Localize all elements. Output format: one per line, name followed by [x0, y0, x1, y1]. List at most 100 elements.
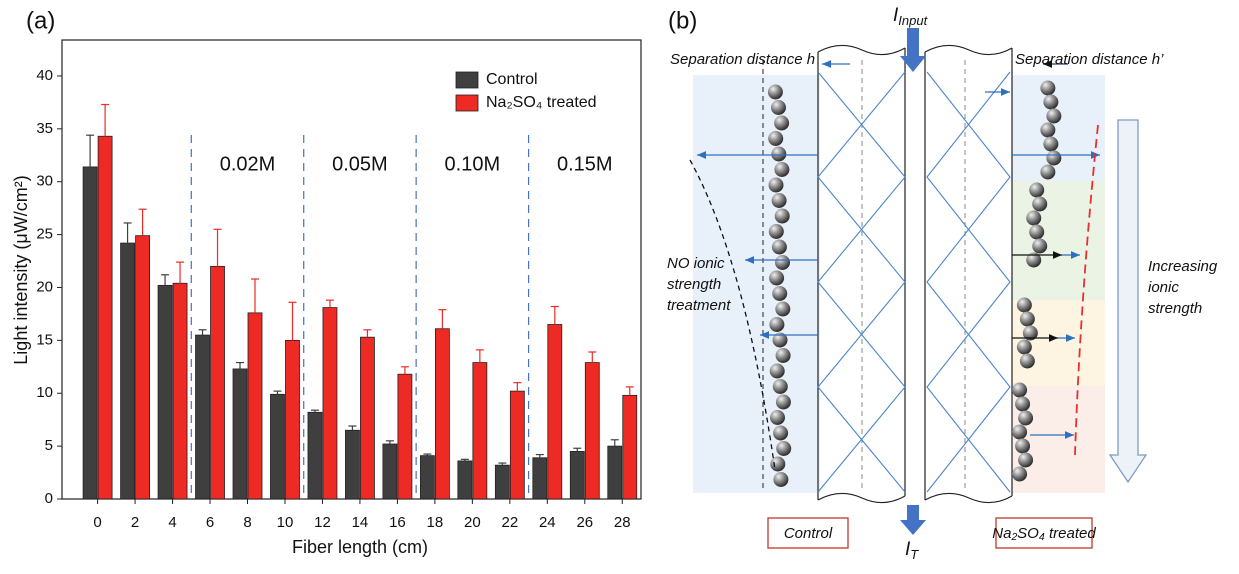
input-label: IInput [893, 5, 929, 28]
particle [1043, 94, 1059, 110]
x-tick-label: 0 [93, 514, 101, 531]
input-arrow [900, 28, 926, 72]
particle [1018, 410, 1034, 426]
particle [772, 286, 788, 301]
particle [775, 255, 790, 270]
chart-a: (a) Fiber length (cm) Light intensity (μ… [11, 7, 642, 557]
output-subscript: T [910, 547, 919, 562]
annotation: 0.05M [332, 153, 388, 175]
particle [1016, 339, 1032, 355]
particle [769, 317, 785, 332]
note-line: strength [667, 276, 721, 293]
particle [770, 410, 785, 425]
treated-label: Na₂SO₄ treated [992, 525, 1096, 542]
y-tick-label: 5 [45, 437, 53, 454]
particle [1046, 150, 1062, 166]
particle [1026, 252, 1042, 268]
light-rays [817, 71, 1011, 493]
y-tick-label: 0 [45, 490, 53, 507]
output-label: IT [905, 539, 919, 562]
arrows [689, 60, 1148, 484]
particle [1040, 164, 1056, 180]
error-bar [423, 453, 432, 456]
x-tick-label: 22 [501, 514, 518, 531]
error-bar [625, 386, 634, 396]
particle [775, 394, 791, 410]
x-tick-label: 26 [576, 514, 593, 531]
particle [1012, 424, 1028, 440]
error-bar [198, 329, 207, 336]
bar [195, 334, 210, 500]
panel-label: (b) [668, 7, 697, 34]
y-tick-label: 35 [36, 120, 53, 137]
error-bar [138, 208, 147, 236]
particle [776, 441, 792, 456]
error-bar [251, 278, 260, 313]
particle [768, 177, 784, 193]
note-line: treatment [667, 297, 731, 314]
particle [769, 363, 785, 379]
particle [772, 332, 788, 348]
bar [345, 429, 360, 500]
error-bar [213, 228, 222, 267]
particle [1029, 182, 1045, 198]
bar [382, 443, 398, 500]
error-bar [348, 425, 357, 431]
error-bar [460, 458, 469, 461]
particle [1032, 196, 1048, 212]
panel-label: (a) [26, 7, 55, 34]
bar [494, 464, 510, 500]
particle [1016, 297, 1032, 313]
particles [767, 80, 1062, 487]
bar [247, 312, 263, 500]
particle [774, 208, 790, 224]
x-tick-label: 18 [427, 514, 444, 531]
error-bar [573, 447, 582, 452]
right-note: Increasing ionic strength [1148, 258, 1218, 317]
bar [210, 265, 225, 500]
right-label: Separation distance h’ [1015, 51, 1164, 68]
input-symbol: I [893, 5, 899, 26]
error-bar [588, 351, 597, 363]
error-bar [161, 274, 170, 286]
ray [817, 71, 906, 493]
bar [322, 307, 338, 500]
y-tick-label: 30 [36, 173, 53, 190]
ray [926, 71, 1011, 493]
error-bar [498, 462, 507, 466]
particle [768, 131, 784, 146]
left-label: Separation distance h [670, 51, 815, 68]
particle [769, 270, 785, 286]
error-bar [535, 453, 544, 458]
left-note: NO ionic strength treatment [667, 255, 731, 314]
annotation: 0.10M [445, 153, 501, 175]
particle [1032, 238, 1048, 254]
bar [547, 324, 563, 500]
y-tick-label: 10 [36, 384, 53, 401]
treated-box [995, 517, 1093, 549]
error-bar [475, 349, 484, 363]
bar [135, 235, 150, 500]
error-bar [273, 390, 282, 395]
y-axis-label: Light intensity (μW/cm²) [11, 175, 31, 364]
x-tick-label: 24 [539, 514, 556, 531]
particle [1043, 136, 1059, 152]
x-tick-label: 12 [314, 514, 331, 531]
bar [232, 368, 248, 500]
note-line: NO ionic [667, 255, 725, 272]
annotation: 0.02M [220, 153, 276, 175]
bar [419, 455, 435, 500]
error-bar [123, 222, 132, 244]
bar [157, 284, 173, 500]
particle [772, 379, 788, 394]
bar [584, 362, 600, 500]
bg-left [693, 75, 820, 493]
note-line: ionic [1148, 279, 1179, 296]
particle [774, 115, 790, 131]
error-bar [325, 299, 334, 308]
x-tick-label: 8 [243, 514, 251, 531]
error-bar [513, 382, 522, 392]
legend-swatch [455, 94, 479, 112]
particle [771, 239, 787, 255]
